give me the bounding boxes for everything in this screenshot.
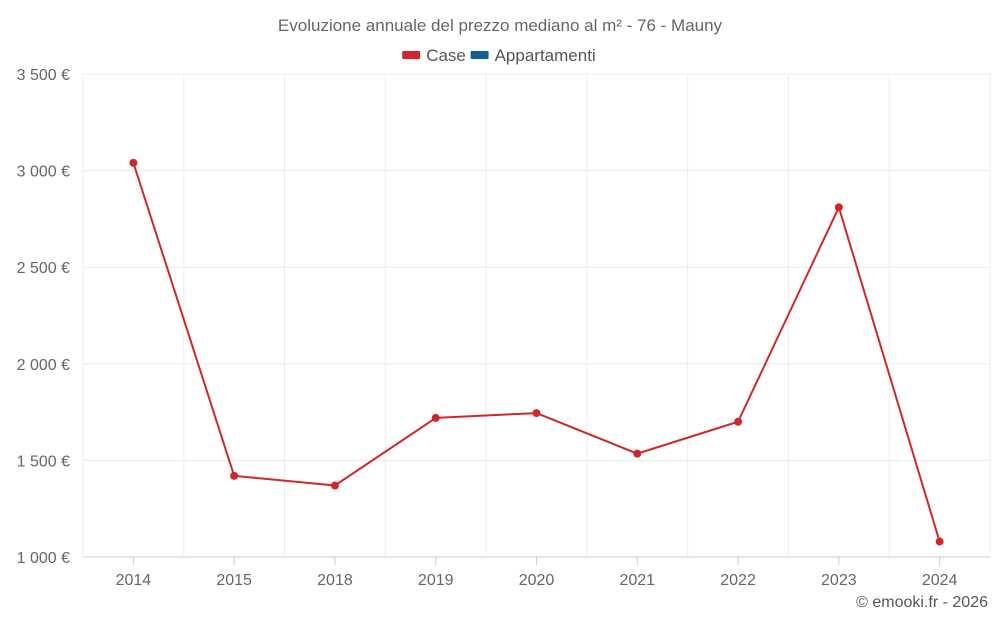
data-point	[935, 537, 944, 546]
x-tick-label: 2024	[922, 572, 958, 589]
series-line	[132, 162, 941, 542]
data-point	[129, 158, 138, 167]
x-tick-label: 2020	[519, 572, 555, 589]
x-tick-label: 2021	[619, 572, 655, 589]
data-point	[330, 481, 339, 490]
grid	[82, 73, 991, 558]
y-tick-label: 1 000 €	[17, 550, 70, 567]
x-tick-label: 2019	[418, 572, 454, 589]
x-tick-label: 2015	[216, 572, 252, 589]
legend: Case Appartamenti	[402, 46, 596, 65]
y-tick-label: 1 500 €	[17, 453, 70, 470]
y-axis: 1 000 € 1 500 € 2 000 € 2 500 € 3 000 € 3 500…	[17, 67, 70, 567]
y-tick-label: 2 500 €	[17, 260, 70, 277]
series	[129, 158, 944, 546]
chart-title: Evoluzione annuale del prezzo mediano al…	[278, 16, 723, 35]
data-point	[734, 417, 743, 426]
y-tick-label: 3 000 €	[17, 164, 70, 181]
y-tick-label: 3 500 €	[17, 67, 70, 84]
data-point	[532, 409, 541, 418]
y-tick-label: 2 000 €	[17, 357, 70, 374]
x-axis: 2014 2015 2018 2019 2020 2021 2022 2023 2024	[116, 557, 958, 589]
legend-label: Case	[426, 46, 466, 65]
data-point	[431, 413, 440, 422]
x-tick-label: 2022	[720, 572, 756, 589]
data-point	[834, 203, 843, 212]
legend-label: Appartamenti	[495, 46, 596, 65]
legend-swatch	[470, 51, 489, 59]
data-point	[230, 471, 239, 480]
legend-swatch	[402, 51, 421, 59]
x-tick-label: 2023	[821, 572, 857, 589]
x-tick-label: 2018	[317, 572, 353, 589]
data-point	[633, 449, 642, 458]
credit: © emooki.fr - 2026	[856, 594, 988, 611]
x-tick-label: 2014	[116, 572, 152, 589]
